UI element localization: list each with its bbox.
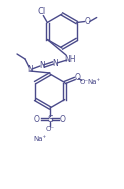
Text: O⁻: O⁻	[45, 126, 55, 132]
Text: Na⁺: Na⁺	[87, 80, 100, 85]
Text: O⁻: O⁻	[79, 78, 88, 84]
Text: N: N	[52, 59, 58, 67]
Text: N: N	[39, 61, 45, 70]
Text: NH: NH	[64, 54, 76, 64]
Text: Cl: Cl	[37, 7, 45, 16]
Text: O: O	[75, 73, 81, 82]
Text: N: N	[27, 64, 33, 74]
Text: O: O	[85, 17, 91, 26]
Text: O: O	[34, 115, 40, 123]
Text: S: S	[47, 115, 53, 123]
Text: O: O	[60, 115, 66, 123]
Text: Na⁺: Na⁺	[33, 136, 47, 142]
